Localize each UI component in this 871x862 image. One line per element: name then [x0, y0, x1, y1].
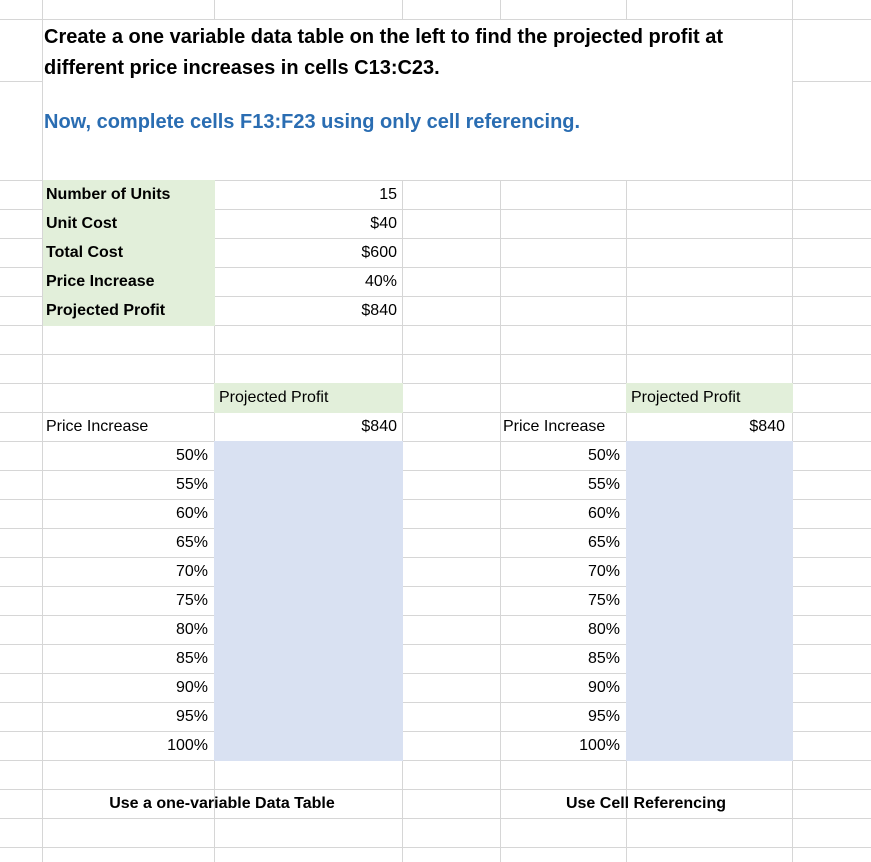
right-percent-cell[interactable]: 70% [587, 563, 620, 580]
left-percent-cell[interactable]: 100% [167, 737, 208, 754]
gridline [402, 0, 403, 19]
left-percent-cell[interactable]: 90% [175, 679, 208, 696]
left-percent-cell[interactable]: 55% [175, 476, 208, 493]
right-table-header-fill [626, 383, 793, 413]
left-percent-cell[interactable]: 95% [175, 708, 208, 725]
left-percent-cell[interactable]: 85% [175, 650, 208, 667]
gridline [500, 0, 501, 19]
left-table-caption: Use a one-variable Data Table [109, 795, 335, 812]
gridline [792, 0, 793, 862]
right-percent-cell[interactable]: 60% [587, 505, 620, 522]
left-percent-cell[interactable]: 50% [175, 447, 208, 464]
cell-projected-profit-label[interactable]: Projected Profit [46, 302, 166, 319]
right-percent-cell[interactable]: 90% [587, 679, 620, 696]
instruction-note: Now, complete cells F13:F23 using only c… [44, 111, 581, 133]
right-table-header[interactable]: Projected Profit [631, 389, 741, 406]
left-table-base-value[interactable]: $840 [361, 418, 397, 435]
left-percent-cell[interactable]: 65% [175, 534, 208, 551]
left-table-empty-column-fill [214, 441, 403, 761]
instruction-line-2: different price increases in cells C13:C… [44, 57, 440, 79]
summary-labels-fill [43, 180, 215, 326]
right-table-row-label[interactable]: Price Increase [503, 418, 606, 435]
instruction-line-1: Create a one variable data table on the … [44, 26, 723, 48]
gridline [0, 19, 871, 20]
gridline [792, 81, 871, 82]
cell-unit-cost-label[interactable]: Unit Cost [46, 215, 118, 232]
gridline [500, 180, 501, 862]
cell-projected-profit-value[interactable]: $840 [361, 302, 397, 319]
gridline [626, 0, 627, 19]
cell-price-increase-label[interactable]: Price Increase [46, 273, 155, 290]
right-percent-cell[interactable]: 65% [587, 534, 620, 551]
right-table-base-value[interactable]: $840 [749, 418, 785, 435]
left-percent-cell[interactable]: 60% [175, 505, 208, 522]
right-percent-cell[interactable]: 75% [587, 592, 620, 609]
left-table-header-fill [214, 383, 403, 413]
right-percent-cell[interactable]: 100% [579, 737, 620, 754]
cell-total-cost-label[interactable]: Total Cost [46, 244, 124, 261]
cell-price-increase-value[interactable]: 40% [364, 273, 397, 290]
left-percent-cell[interactable]: 75% [175, 592, 208, 609]
gridline [42, 0, 43, 862]
cell-number-of-units-label[interactable]: Number of Units [46, 186, 171, 203]
left-table-header[interactable]: Projected Profit [219, 389, 329, 406]
cell-number-of-units-value[interactable]: 15 [379, 186, 397, 203]
left-percent-cell[interactable]: 80% [175, 621, 208, 638]
cell-unit-cost-value[interactable]: $40 [370, 215, 397, 232]
right-percent-cell[interactable]: 80% [587, 621, 620, 638]
instruction-text: Create a one variable data table on the … [44, 22, 804, 84]
right-table-caption: Use Cell Referencing [565, 795, 727, 812]
right-table-empty-column-fill [626, 441, 793, 761]
left-table-row-label[interactable]: Price Increase [46, 418, 149, 435]
gridline [0, 81, 42, 82]
gridline [214, 0, 215, 19]
left-percent-cell[interactable]: 70% [175, 563, 208, 580]
cell-total-cost-value[interactable]: $600 [361, 244, 397, 261]
right-percent-cell[interactable]: 85% [587, 650, 620, 667]
right-percent-cell[interactable]: 55% [587, 476, 620, 493]
right-percent-cell[interactable]: 95% [587, 708, 620, 725]
right-percent-cell[interactable]: 50% [587, 447, 620, 464]
